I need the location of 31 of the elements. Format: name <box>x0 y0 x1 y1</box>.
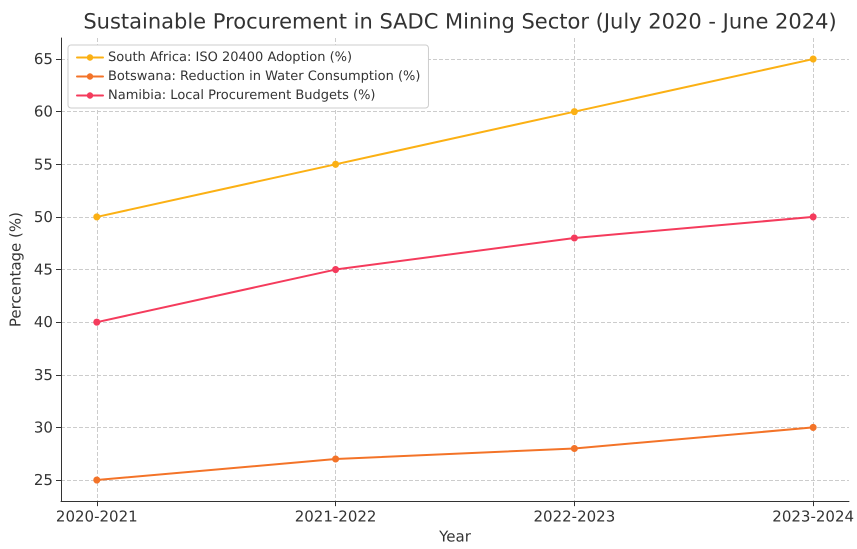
y-axis-title: Percentage (%) <box>6 212 24 328</box>
point <box>570 444 578 452</box>
x-tick-label: 2020-2021 <box>56 508 138 526</box>
point <box>332 266 340 274</box>
x-axis-title: Year <box>438 528 472 546</box>
point <box>810 56 817 63</box>
x-tick-label: 2022-2023 <box>533 508 616 526</box>
point <box>332 160 340 168</box>
point <box>93 476 100 484</box>
x-tick-label: 2021-2022 <box>294 508 376 526</box>
chart-title: Sustainable Procurement in SADC Mining Sector (July 2020 - June 2024) <box>83 10 837 34</box>
y-tick-label: 65 <box>34 50 53 68</box>
y-tick-label: 50 <box>34 208 53 226</box>
legend-label: Botswana: Reduction in Water Consumption (%) <box>108 69 420 84</box>
y-tick-label: 45 <box>34 260 53 279</box>
point <box>332 456 340 462</box>
point <box>810 213 817 220</box>
x-tick-label: 2023-2024 <box>772 508 854 526</box>
y-tick-label: 35 <box>34 366 53 384</box>
y-tick-label: 60 <box>34 102 53 121</box>
point <box>810 424 817 431</box>
legend-label: South Africa: ISO 20400 Adoption (%) <box>108 50 352 65</box>
y-tick-label: 40 <box>34 313 53 332</box>
point <box>93 318 100 326</box>
point <box>570 234 578 242</box>
y-tick-label: 25 <box>34 471 53 490</box>
y-tick-label: 30 <box>34 418 53 436</box>
point <box>570 108 578 116</box>
point <box>93 213 100 220</box>
y-tick-label: 55 <box>34 155 53 174</box>
legend-label: Namibia: Local Procurement Budgets (%) <box>108 88 376 103</box>
